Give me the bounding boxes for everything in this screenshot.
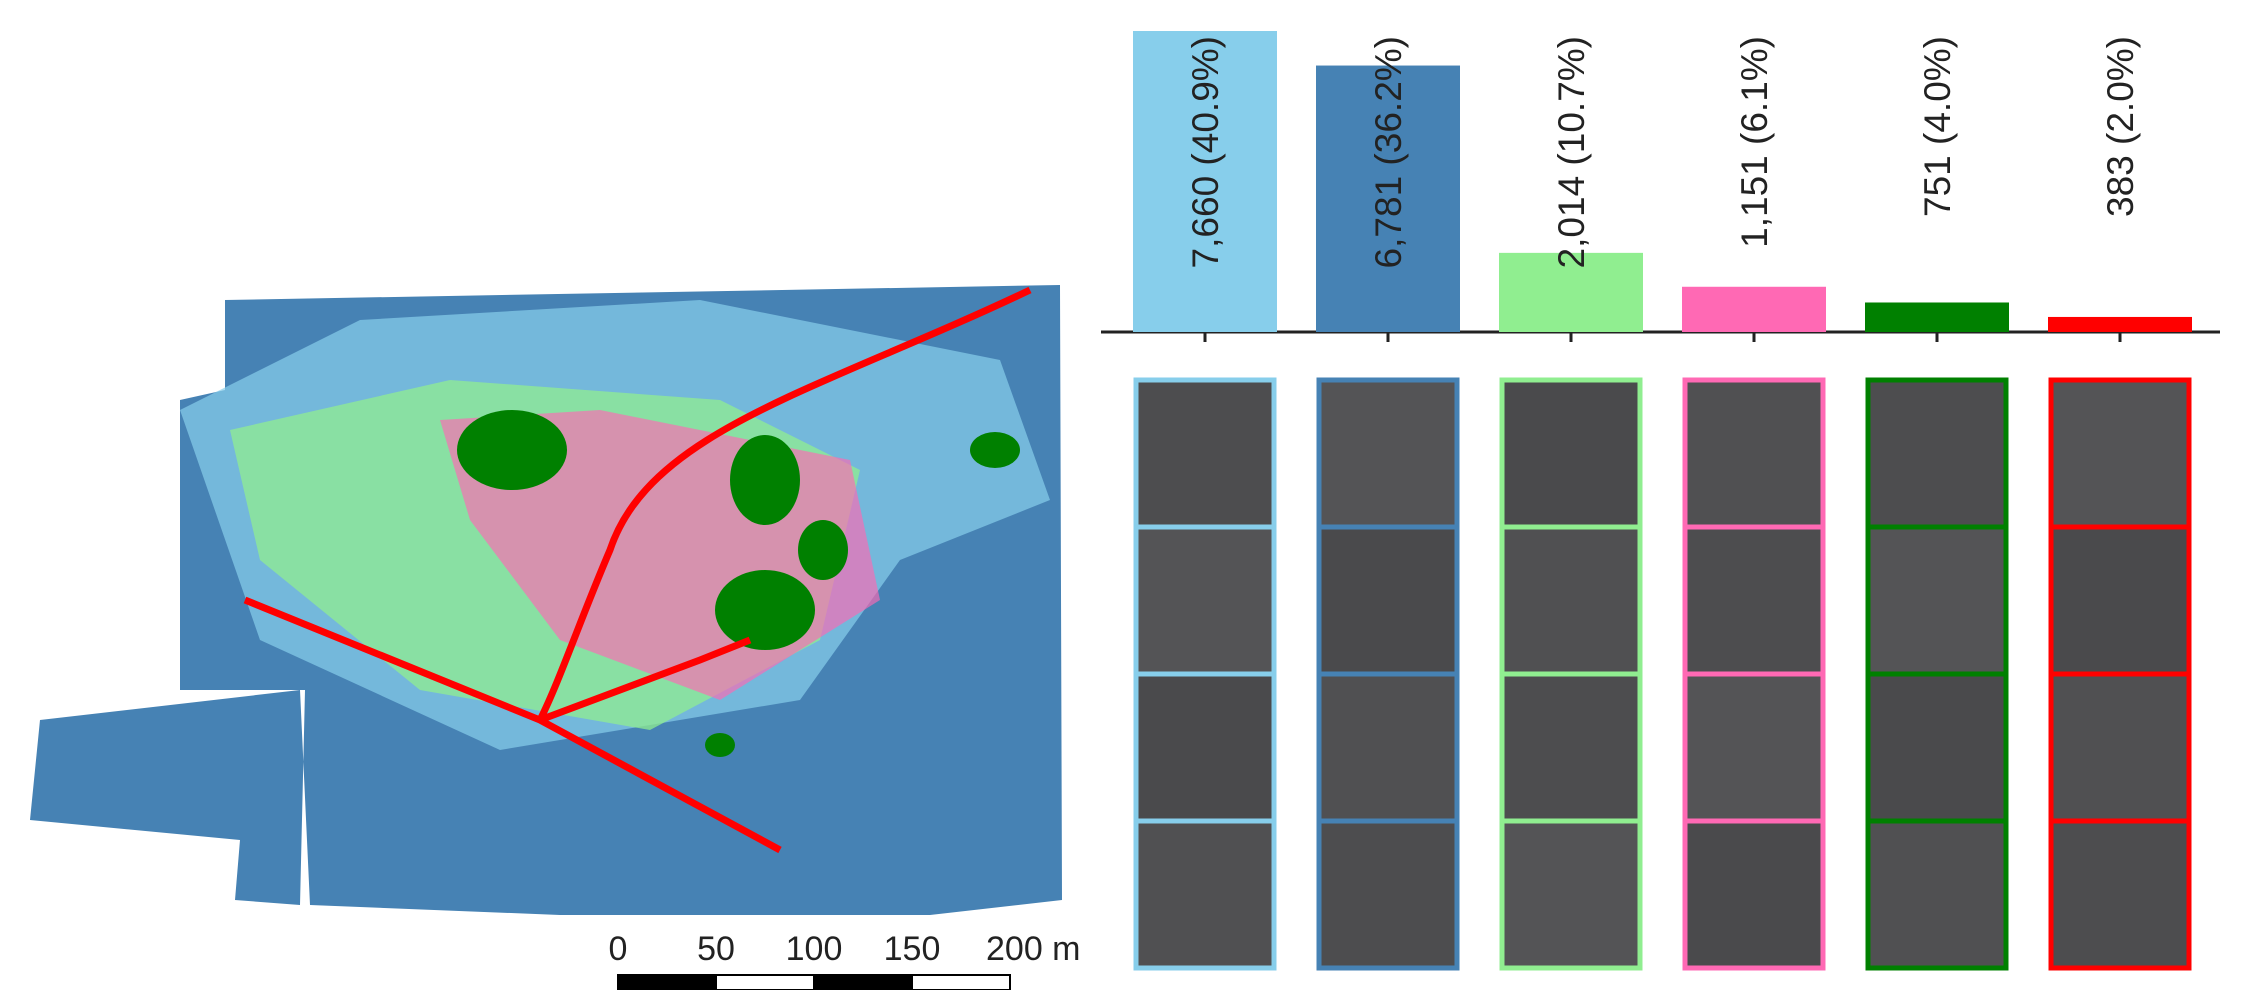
image-tile [1319,380,1457,527]
image-tile [1502,380,1640,527]
scale-label: 200 m [986,930,1081,968]
scale-label: 0 [609,930,628,968]
map-patch [705,733,735,757]
bar-label: 7,660 (40.9%) [1185,36,1226,268]
image-tile [1685,527,1823,674]
map-patch [457,410,567,490]
bar [1682,287,1826,332]
image-tile [1136,527,1274,674]
bar-label: 1,151 (6.1%) [1734,36,1775,248]
image-tile [1136,821,1274,968]
bar-label: 383 (2.0%) [2100,36,2141,217]
map-patch [715,570,815,650]
image-tile [1868,674,2006,821]
bar [1865,302,2009,332]
image-tile [1685,821,1823,968]
scale-segment [912,975,1010,990]
scale-label: 50 [697,930,735,968]
figure: 7,660 (40.9%) 6,781 (36.2%) 2,014 (10.7%) 1… [0,0,2242,990]
bar-label: 6,781 (36.2%) [1368,36,1409,268]
scale-label: 100 [786,930,843,968]
bar-label: 751 (4.0%) [1917,36,1958,217]
image-tile [1319,527,1457,674]
image-tile [1685,380,1823,527]
map-patch [730,435,800,525]
image-tile [1136,380,1274,527]
image-tile [2051,380,2189,527]
image-tile [1502,674,1640,821]
image-tile [1319,821,1457,968]
image-tile [1685,674,1823,821]
image-tile [1868,821,2006,968]
image-tile [2051,821,2189,968]
bar [2048,317,2192,332]
scale-segment [716,975,814,990]
image-tile [2051,674,2189,821]
scale-label: 150 [884,930,941,968]
map-patch [970,432,1020,468]
bar-label: 2,014 (10.7%) [1551,36,1592,268]
scale-segment [814,975,912,990]
scale-segment [618,975,716,990]
image-tile [1868,527,2006,674]
image-tile [1502,821,1640,968]
map-patch [798,520,848,580]
image-tile [1136,674,1274,821]
image-tile [1319,674,1457,821]
image-tile [1868,380,2006,527]
survey-map [30,285,1062,915]
image-tile [1502,527,1640,674]
image-tile [2051,527,2189,674]
